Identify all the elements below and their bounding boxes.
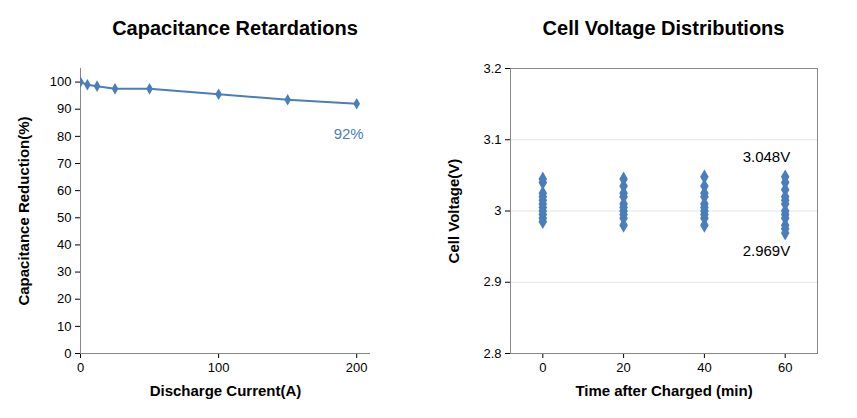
svg-text:2.8: 2.8 [483,346,501,361]
svg-text:3.1: 3.1 [483,132,501,147]
svg-text:Cell Voltage(V): Cell Voltage(V) [445,159,462,264]
svg-text:40: 40 [57,237,71,252]
svg-text:2.9: 2.9 [483,274,501,289]
html-text:Cell Voltage Distributions: Cell Voltage Distributions [542,17,785,39]
svg-text:2.969V: 2.969V [743,242,791,259]
svg-text:3: 3 [494,203,501,218]
svg-text:60: 60 [57,183,71,198]
svg-text:60: 60 [778,360,792,375]
svg-text:3.048V: 3.048V [743,148,791,165]
svg-text:30: 30 [57,264,71,279]
svg-text:200: 200 [346,360,368,375]
svg-text:0: 0 [77,360,84,375]
svg-text:100: 100 [50,74,72,89]
svg-text:70: 70 [57,156,71,171]
svg-text:0: 0 [64,346,71,361]
svg-text:40: 40 [697,360,711,375]
svg-text:Capacitance Reduction(%): Capacitance Reduction(%) [15,116,32,305]
svg-text:0: 0 [539,360,546,375]
svg-text:50: 50 [57,210,71,225]
svg-text:10: 10 [57,319,71,334]
svg-text:20: 20 [57,291,71,306]
svg-text:92%: 92% [334,125,364,142]
svg-text:90: 90 [57,101,71,116]
svg-text:3.2: 3.2 [483,61,501,76]
svg-text:Discharge Current(A): Discharge Current(A) [150,382,302,399]
html-text:Capacitance Retardations: Capacitance Retardations [112,17,358,39]
svg-text:Time after Charged (min): Time after Charged (min) [575,382,752,399]
svg-text:80: 80 [57,129,71,144]
svg-text:100: 100 [208,360,230,375]
svg-text:20: 20 [616,360,630,375]
